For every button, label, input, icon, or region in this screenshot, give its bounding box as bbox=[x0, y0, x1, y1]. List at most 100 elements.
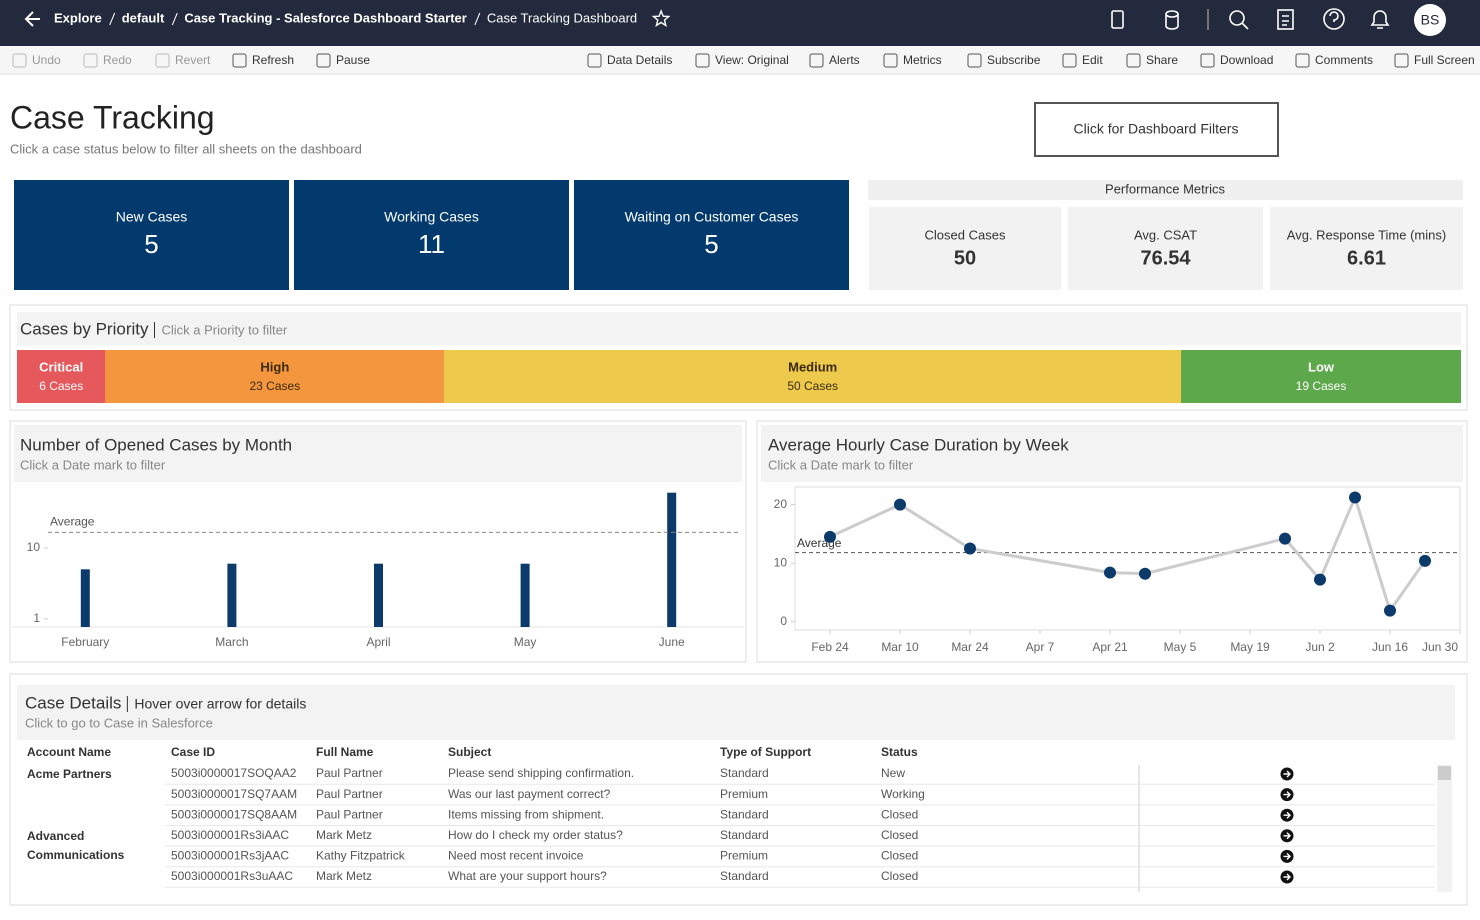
x-tick-label: Jun 2 bbox=[1305, 640, 1335, 654]
toolbar-icon bbox=[316, 53, 331, 68]
breadcrumb-item[interactable]: Case Tracking - Salesforce Dashboard Sta… bbox=[184, 10, 467, 25]
top-bar bbox=[0, 0, 1480, 46]
toolbar-item[interactable]: Refresh bbox=[252, 53, 294, 67]
toolbar-item[interactable]: Subscribe bbox=[987, 53, 1041, 67]
bar[interactable] bbox=[227, 563, 237, 627]
table-cell: Closed bbox=[881, 807, 918, 821]
toolbar-item[interactable]: Metrics bbox=[903, 53, 942, 67]
bar[interactable] bbox=[80, 569, 90, 627]
arrow-glyph bbox=[1283, 770, 1291, 778]
toolbar-item[interactable]: Full Screen bbox=[1414, 53, 1475, 67]
search-icon[interactable] bbox=[1229, 10, 1245, 26]
status-tile-label: New Cases bbox=[116, 209, 188, 225]
point[interactable] bbox=[1104, 566, 1116, 579]
toolbar-icon bbox=[967, 53, 982, 68]
notifications-icon[interactable] bbox=[1370, 10, 1390, 29]
arrow-glyph bbox=[1283, 791, 1291, 799]
toolbar-icon bbox=[809, 53, 824, 68]
plot-frame bbox=[794, 486, 1461, 631]
table-cell[interactable]: 5003i000001Rs3uAAC bbox=[171, 869, 293, 883]
toolbar-item[interactable]: Pause bbox=[336, 53, 370, 67]
bar[interactable] bbox=[667, 492, 677, 627]
point[interactable] bbox=[1314, 573, 1326, 586]
section-title: Number of Opened Cases by Month bbox=[20, 435, 292, 454]
filter-button-label: Click for Dashboard Filters bbox=[1074, 121, 1239, 137]
toolbar-item[interactable]: Share bbox=[1146, 53, 1178, 67]
section-title: Case Details bbox=[25, 693, 121, 712]
favorite-star[interactable] bbox=[651, 9, 671, 28]
toolbar-item[interactable]: Alerts bbox=[829, 53, 860, 67]
toolbar-icon bbox=[587, 53, 602, 68]
table-cell[interactable]: 5003i0000017SOQAA2 bbox=[171, 766, 297, 780]
priority-segment[interactable] bbox=[444, 350, 1182, 403]
priority-count: 6 Cases bbox=[39, 379, 83, 393]
toolbar-item[interactable]: Comments bbox=[1315, 53, 1373, 67]
section-header bbox=[14, 425, 742, 482]
back-button[interactable] bbox=[24, 11, 40, 27]
y-tick-label: 20 bbox=[774, 497, 788, 511]
table-cell: New bbox=[881, 766, 905, 780]
breadcrumb-separator bbox=[474, 12, 481, 26]
toolbar-item[interactable]: View: Original bbox=[715, 53, 789, 67]
status-tile[interactable] bbox=[574, 180, 849, 290]
page-title: Case Tracking bbox=[10, 99, 215, 135]
point[interactable] bbox=[824, 530, 836, 543]
toolbar-icon bbox=[1295, 53, 1310, 68]
section-hint: Click a Priority to filter bbox=[161, 322, 287, 337]
point[interactable] bbox=[1139, 567, 1151, 580]
help-icon[interactable] bbox=[1323, 8, 1345, 30]
section-title: Average Hourly Case Duration by Week bbox=[768, 435, 1069, 454]
table-cell[interactable]: 5003i0000017SQ7AAM bbox=[171, 787, 297, 801]
table-cell: Standard bbox=[720, 828, 769, 842]
arrow-glyph bbox=[1283, 873, 1291, 881]
table-cell: Kathy Fitzpatrick bbox=[316, 849, 406, 863]
performance-header bbox=[868, 180, 1463, 200]
avatar[interactable] bbox=[1414, 4, 1446, 36]
table-cell: Standard bbox=[720, 869, 769, 883]
toolbar-item[interactable]: Download bbox=[1220, 53, 1273, 67]
toolbar bbox=[0, 46, 1480, 74]
point[interactable] bbox=[1419, 554, 1431, 567]
device-icon[interactable] bbox=[1111, 10, 1124, 29]
y-tick-label: 1 bbox=[33, 611, 40, 625]
status-tile-value: 5 bbox=[144, 229, 158, 259]
table-cell[interactable]: 5003i000001Rs3jAAC bbox=[171, 849, 289, 863]
metric-label: Avg. CSAT bbox=[1134, 227, 1197, 242]
table-cell: Need most recent invoice bbox=[448, 849, 584, 863]
recents-icon[interactable] bbox=[1277, 9, 1294, 30]
toolbar-item[interactable]: Data Details bbox=[607, 53, 672, 67]
point[interactable] bbox=[1279, 532, 1291, 545]
bar[interactable] bbox=[520, 563, 530, 627]
toolbar-icon bbox=[155, 53, 170, 68]
data-icon[interactable] bbox=[1165, 10, 1179, 30]
toolbar-icon bbox=[1126, 53, 1141, 68]
x-tick-label: Jun 16 bbox=[1372, 640, 1408, 654]
table-cell: Paul Partner bbox=[316, 807, 383, 821]
status-tile[interactable] bbox=[294, 180, 569, 290]
priority-count: 19 Cases bbox=[1296, 379, 1347, 393]
filter-button[interactable] bbox=[1034, 102, 1279, 157]
table-cell[interactable]: 5003i0000017SQ8AAM bbox=[171, 807, 297, 821]
scrollbar-thumb[interactable] bbox=[1438, 766, 1451, 780]
point[interactable] bbox=[1384, 604, 1396, 617]
point[interactable] bbox=[964, 542, 976, 555]
breadcrumb-item[interactable]: Explore bbox=[54, 10, 102, 25]
point[interactable] bbox=[894, 498, 906, 511]
table-cell[interactable]: 5003i000001Rs3iAAC bbox=[171, 828, 289, 842]
column-header: Subject bbox=[448, 745, 491, 759]
point[interactable] bbox=[1349, 491, 1361, 504]
priority-segment[interactable] bbox=[17, 350, 106, 403]
y-tick-label: 10 bbox=[774, 555, 788, 569]
arrow-glyph bbox=[1283, 832, 1291, 840]
section-subtitle: Click to go to Case in Salesforce bbox=[25, 715, 213, 730]
status-tile-value: 5 bbox=[704, 229, 718, 259]
breadcrumb-item[interactable]: default bbox=[122, 10, 165, 25]
priority-segment[interactable] bbox=[1181, 350, 1461, 403]
toolbar-item[interactable]: Edit bbox=[1082, 53, 1103, 67]
x-tick-label: Mar 24 bbox=[951, 640, 989, 654]
table-cell: Premium bbox=[720, 849, 768, 863]
bar[interactable] bbox=[374, 563, 383, 627]
status-tile[interactable] bbox=[14, 180, 289, 290]
priority-segment[interactable] bbox=[105, 350, 445, 403]
